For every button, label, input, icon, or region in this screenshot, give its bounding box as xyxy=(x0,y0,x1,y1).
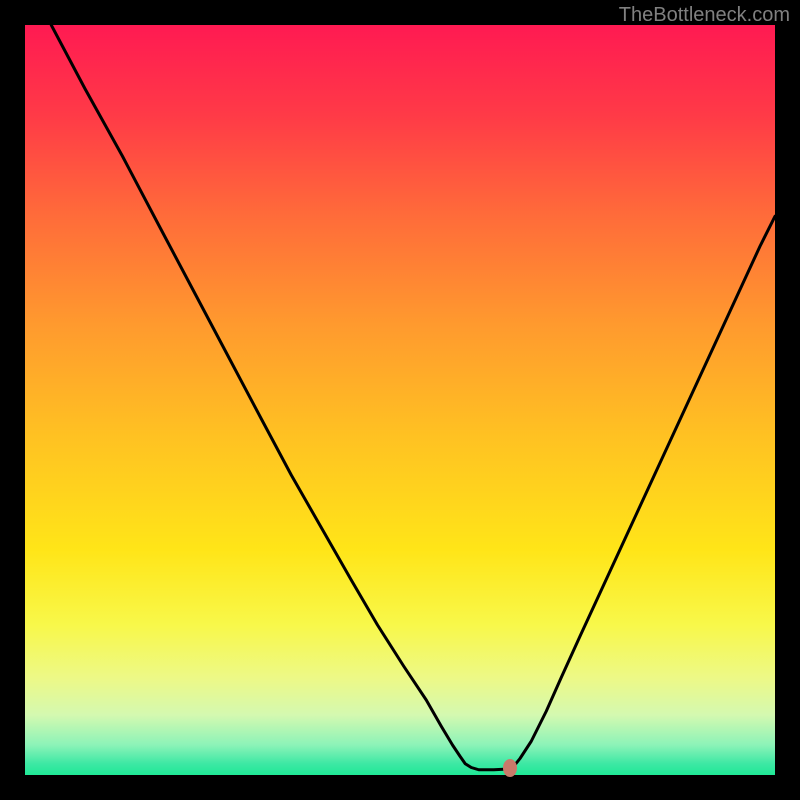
bottleneck-curve xyxy=(25,25,775,775)
watermark-text: TheBottleneck.com xyxy=(619,4,790,27)
optimal-point-marker xyxy=(503,759,517,777)
plot-area xyxy=(25,25,775,775)
